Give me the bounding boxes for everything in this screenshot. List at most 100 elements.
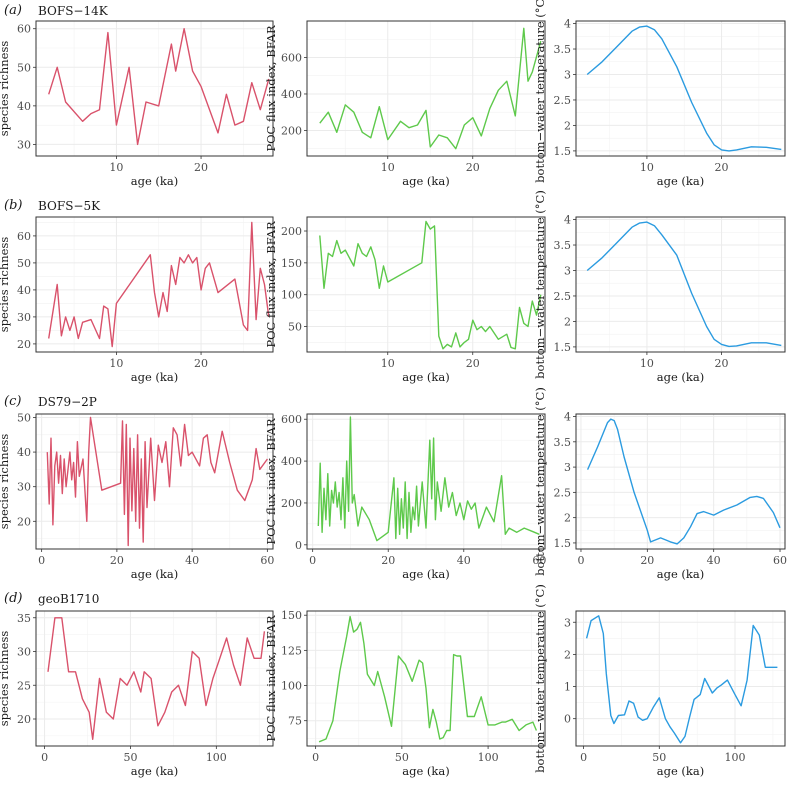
- x-tick-label: 20: [194, 357, 208, 370]
- x-axis-title: age (ka): [131, 370, 178, 384]
- y-tick-label: 200: [281, 497, 302, 510]
- y-axis-title-species: species richness: [0, 434, 11, 530]
- x-tick-label: 0: [577, 554, 584, 567]
- chart-panel-r0c0: 10 20 30 40 50 60 age (ka) species richness: [0, 20, 274, 188]
- y-tick-label: 30: [17, 138, 31, 151]
- row-label-a: (a): [4, 3, 22, 18]
- y-tick-label: 30: [17, 481, 31, 494]
- x-axis-title: age (ka): [657, 174, 704, 188]
- y-tick-label: 30: [17, 311, 31, 324]
- y-tick-label: 600: [281, 51, 302, 64]
- y-tick-label: 3: [564, 461, 571, 474]
- chart-panel-r3c0: 0 50 100 20 25 30 35 age (ka) species richness: [0, 610, 274, 778]
- y-tick-label: 25: [17, 679, 31, 692]
- y-tick-label: 1.5: [554, 341, 572, 354]
- series-line-species: [48, 28, 270, 146]
- panel-frame: [35, 610, 274, 747]
- series-line-species: [46, 416, 268, 547]
- x-tick-label: 0: [312, 751, 319, 764]
- x-tick-label: 50: [123, 751, 137, 764]
- panel-frame: [35, 413, 274, 550]
- y-axis-title-temp: bottom−water temperature (°C): [533, 387, 547, 576]
- y-tick-label: 2.5: [554, 290, 572, 303]
- y-axis-title-species: species richness: [0, 41, 11, 137]
- x-tick-label: 20: [466, 357, 480, 370]
- y-tick-label: 4: [564, 411, 571, 424]
- y-tick-label: 400: [281, 455, 302, 468]
- panel-frame: [306, 20, 546, 157]
- x-tick-label: 20: [110, 554, 124, 567]
- x-axis-title: age (ka): [402, 174, 449, 188]
- y-tick-label: 600: [281, 413, 302, 426]
- x-axis-title: age (ka): [131, 764, 178, 778]
- x-axis-title: age (ka): [657, 567, 704, 581]
- y-tick-label: 1: [564, 681, 571, 694]
- core-name-d: geoB1710: [38, 592, 99, 606]
- x-tick-label: 0: [309, 554, 316, 567]
- panel-frame: [306, 216, 546, 353]
- y-tick-label: 20: [17, 713, 31, 726]
- x-tick-label: 60: [773, 554, 787, 567]
- core-name-c: DS79−2P: [38, 395, 97, 409]
- y-tick-label: 40: [17, 100, 31, 113]
- y-tick-label: 400: [281, 88, 302, 101]
- x-axis-title: age (ka): [131, 567, 178, 581]
- y-tick-label: 2: [564, 512, 571, 525]
- chart-panel-r1c2: 10 20 1.5 2 2.5 3 3.5 4 age (ka) bottom−water tem…: [533, 190, 786, 384]
- x-tick-label: 0: [580, 751, 587, 764]
- x-axis-title: age (ka): [657, 370, 704, 384]
- y-tick-label: 50: [288, 321, 302, 334]
- y-tick-label: 0: [295, 539, 302, 552]
- y-tick-label: 60: [17, 230, 31, 243]
- y-tick-label: 35: [17, 612, 31, 625]
- x-tick-label: 40: [457, 554, 471, 567]
- row-label-c: (c): [4, 394, 21, 409]
- y-tick-label: 125: [281, 644, 302, 657]
- y-axis-title-poc: POC flux index, BFAR: [264, 418, 278, 545]
- chart-panel-r2c0: 0 20 40 60 20 30 40 50 age (ka) species richness: [0, 411, 274, 581]
- x-tick-label: 10: [640, 357, 654, 370]
- chart-panel-r3c2: 0 50 100 0 1 2 3 age (ka) bottom−water temperatu…: [533, 584, 786, 778]
- chart-panel-r1c0: 10 20 20 30 40 50 60 age (ka) species richness: [0, 216, 274, 384]
- y-tick-label: 50: [17, 61, 31, 74]
- y-tick-label: 2.5: [554, 94, 572, 107]
- panel-frame: [575, 216, 786, 353]
- y-axis-title-poc: POC flux index, BFAR: [264, 615, 278, 742]
- x-tick-label: 20: [194, 161, 208, 174]
- row-label-d: (d): [4, 591, 22, 606]
- y-tick-label: 20: [17, 515, 31, 528]
- y-axis-title-poc: POC flux index, BFAR: [264, 25, 278, 152]
- panel-frame: [306, 413, 546, 550]
- y-tick-label: 200: [281, 124, 302, 137]
- x-tick-label: 20: [715, 161, 729, 174]
- x-tick-label: 50: [395, 751, 409, 764]
- x-tick-label: 20: [381, 554, 395, 567]
- x-axis-title: age (ka): [657, 764, 704, 778]
- series-line-temp: [586, 25, 782, 152]
- y-tick-label: 1.5: [554, 537, 572, 550]
- panel-frame: [575, 20, 786, 157]
- chart-panel-r3c1: 0 50 100 75 100 125 150 age (ka) POC flux index,…: [264, 609, 546, 778]
- chart-panel-r0c1: 10 20 200 400 600 age (ka) POC flux index, BFA…: [264, 20, 546, 188]
- figure-labels: (a) BOFS−14K (b) BOFS−5K (c) DS79−2P (d)…: [4, 3, 109, 606]
- y-axis-title-temp: bottom−water temperature (°C): [533, 0, 547, 183]
- x-tick-label: 100: [725, 751, 746, 764]
- series-line-poc: [317, 416, 540, 542]
- y-tick-label: 2.5: [554, 486, 572, 499]
- y-tick-label: 50: [17, 411, 31, 424]
- chart-panel-r0c2: 10 20 1.5 2 2.5 3 3.5 4 age (ka) bottom−water tem…: [533, 0, 786, 188]
- y-axis-title-species: species richness: [0, 237, 11, 333]
- y-tick-label: 60: [17, 23, 31, 36]
- y-tick-label: 40: [17, 446, 31, 459]
- y-tick-label: 150: [281, 257, 302, 270]
- x-tick-label: 10: [381, 357, 395, 370]
- y-tick-label: 100: [281, 680, 302, 693]
- x-tick-label: 20: [715, 357, 729, 370]
- series-line-species: [47, 617, 266, 740]
- x-tick-label: 10: [381, 161, 395, 174]
- y-tick-label: 75: [288, 715, 302, 728]
- y-tick-label: 4: [564, 214, 571, 227]
- chart-panel-r2c2: 0 20 40 60 1.5 2 2.5 3 3.5 4 age (ka) bottom−water …: [533, 387, 787, 581]
